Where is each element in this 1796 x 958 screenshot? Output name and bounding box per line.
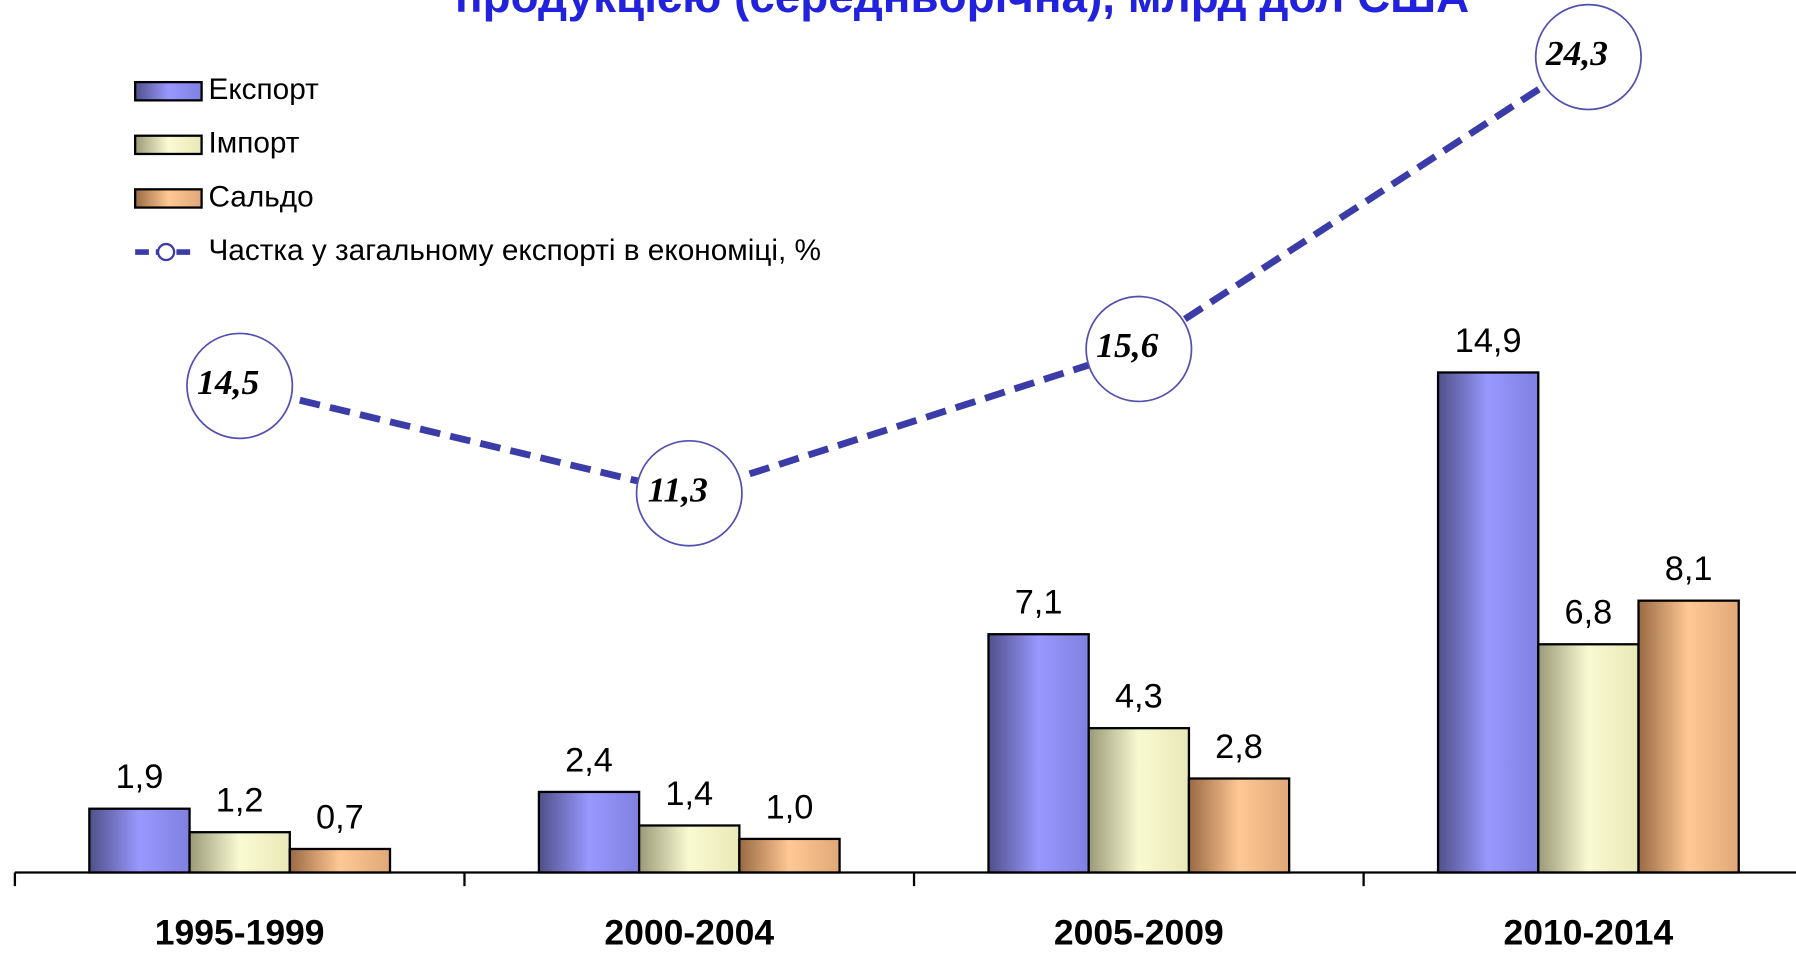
data-label: 1,4: [665, 775, 713, 813]
bar: [738, 837, 841, 874]
legend-label: Частка у загальному експорті в економіці…: [208, 234, 821, 267]
chart-title: продукцією (середньорічна), млрд дол США: [455, 0, 1469, 22]
data-label: 24,3: [1545, 33, 1608, 73]
line: [238, 54, 1591, 497]
legend-label: Експорт: [208, 73, 319, 106]
bar: [1187, 777, 1291, 874]
data-label: 2,8: [1215, 728, 1263, 766]
legend-swatch: [134, 188, 203, 209]
bar: [1537, 643, 1640, 874]
data-label: 8,1: [1665, 550, 1713, 588]
data-label: 15,6: [1096, 325, 1158, 365]
line-point: [186, 332, 294, 440]
x-tick-label: 1995-1999: [155, 913, 325, 953]
legend-label: Імпорт: [208, 127, 299, 160]
bar: [88, 807, 191, 874]
data-label: 0,7: [316, 798, 364, 836]
data-label: 14,9: [1455, 322, 1522, 360]
bar: [1637, 599, 1740, 874]
x-tick-label: 2005-2009: [1054, 913, 1224, 953]
line-point: [1085, 295, 1193, 403]
data-label: 7,1: [1015, 584, 1063, 622]
data-label: 1,2: [216, 782, 264, 820]
line-point: [635, 439, 743, 547]
bar: [637, 824, 741, 874]
bar: [1436, 371, 1540, 874]
bar: [288, 847, 392, 874]
data-label: 4,3: [1115, 678, 1163, 716]
legend-label: Сальдо: [208, 180, 313, 213]
legend-swatch: [134, 134, 203, 156]
data-label: 6,8: [1565, 594, 1613, 632]
bar: [537, 790, 641, 874]
data-label: 1,9: [116, 758, 164, 796]
legend-swatch: [134, 80, 203, 102]
data-label: 2,4: [565, 741, 613, 779]
x-tick-label: 2010-2014: [1504, 913, 1674, 953]
line-point: [1534, 3, 1642, 111]
data-label: 14,5: [197, 362, 259, 402]
bar: [987, 633, 1090, 874]
bar: [1087, 727, 1191, 874]
data-label: 1,0: [766, 788, 814, 826]
data-label: 11,3: [648, 469, 708, 509]
bar: [188, 831, 291, 874]
x-tick-label: 2000-2004: [604, 913, 774, 953]
legend-marker: [156, 242, 176, 262]
